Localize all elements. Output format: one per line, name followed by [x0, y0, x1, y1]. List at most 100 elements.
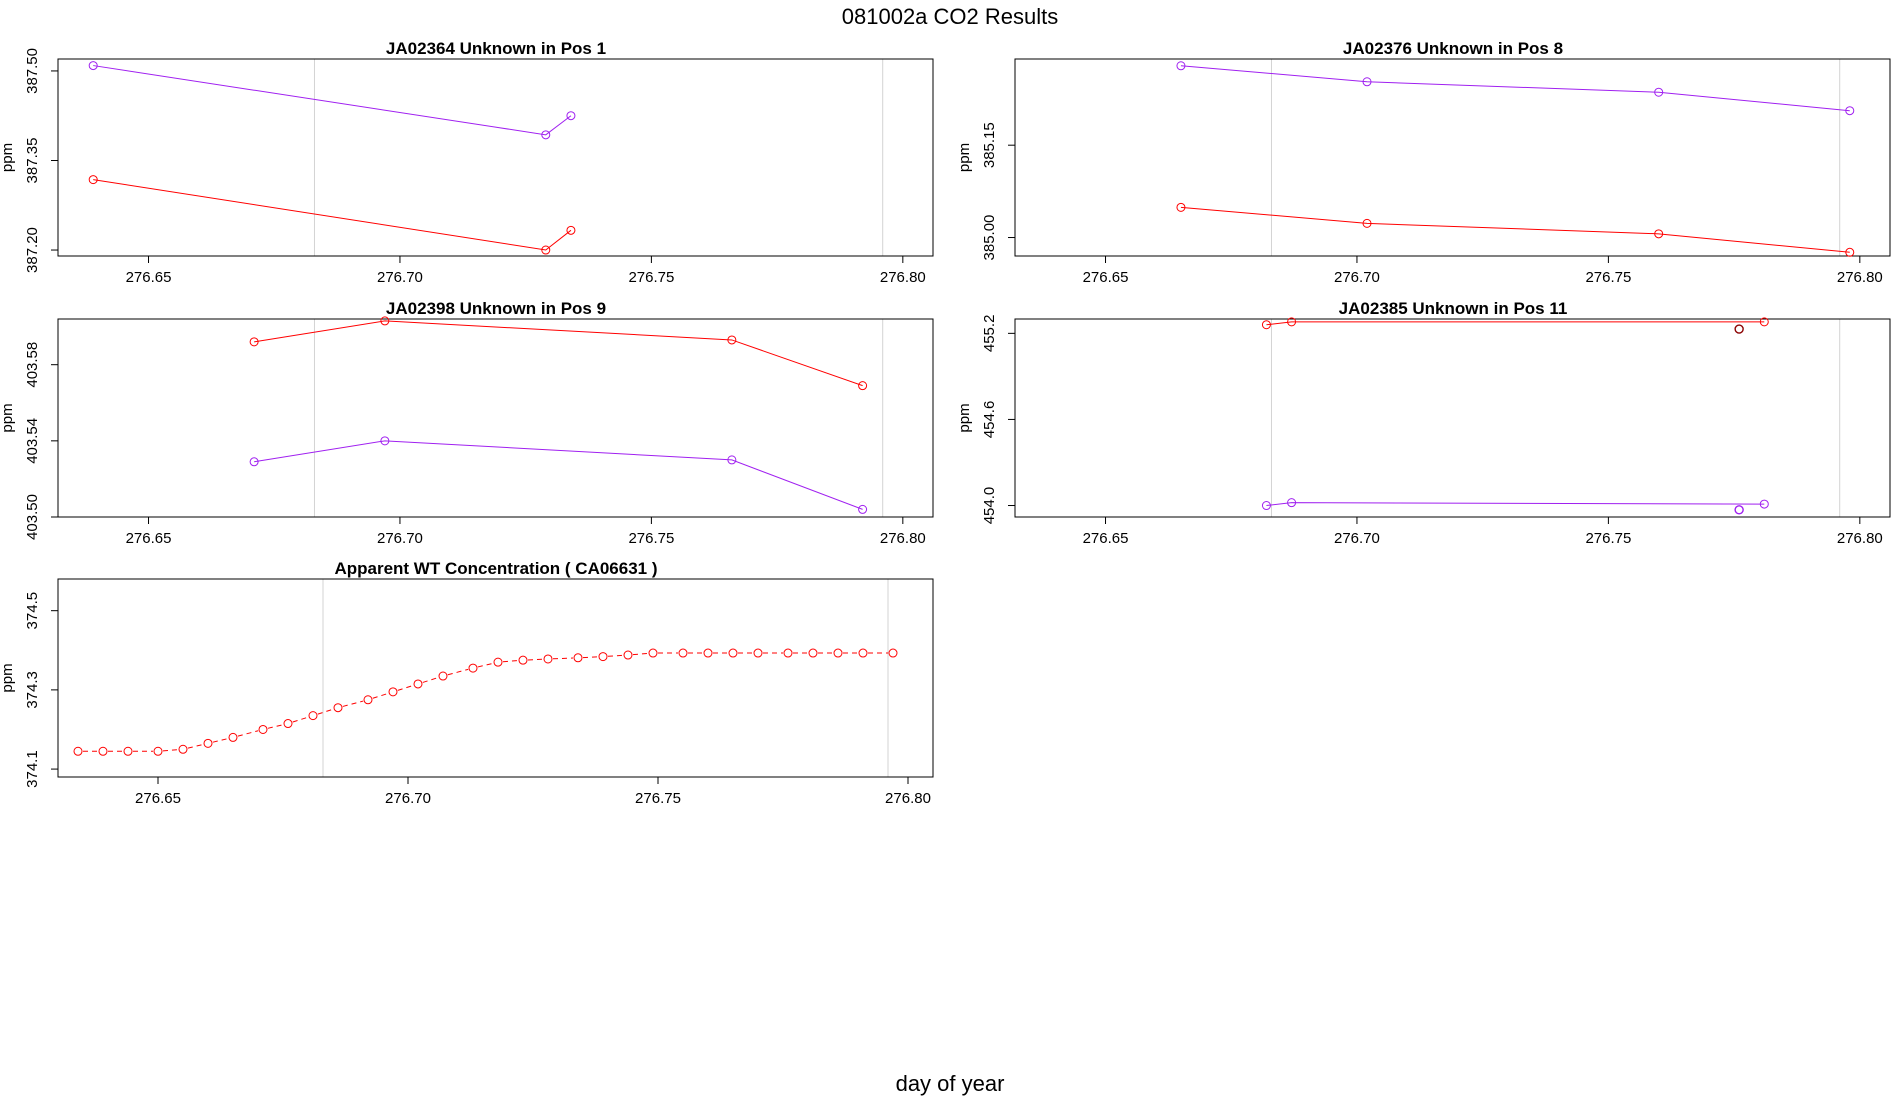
x-tick-label: 276.70: [1334, 530, 1380, 547]
data-point: [728, 648, 738, 658]
data-point: [566, 111, 576, 121]
series-segment: [397, 684, 414, 691]
y-tick-label: 403.54: [24, 418, 41, 464]
panel-title: JA02385 Unknown in Pos 11: [1339, 299, 1568, 318]
data-point: [1845, 247, 1855, 257]
series-line-purple: [1180, 65, 1850, 112]
data-point: [153, 746, 163, 756]
x-tick-label: 276.65: [126, 269, 172, 286]
data-point: [380, 436, 390, 446]
panel-title: JA02364 Unknown in Pos 1: [386, 39, 606, 58]
data-point: [1176, 202, 1186, 212]
y-axis-label: ppm: [956, 403, 973, 432]
data-point: [88, 175, 98, 185]
data-point: [1654, 87, 1664, 97]
dark-purple-point: [1734, 505, 1744, 515]
data-point: [703, 648, 713, 658]
series-line-red: [1266, 321, 1765, 326]
series-segment: [527, 658, 544, 661]
x-tick-label: 276.75: [1585, 269, 1631, 286]
chart-panel-4: JA02385 Unknown in Pos 11 276.65 276.70 276…: [956, 299, 1891, 547]
data-point: [833, 648, 843, 658]
x-axis-label: day of year: [896, 1071, 1005, 1096]
data-point: [249, 337, 259, 347]
data-point: [493, 657, 503, 667]
data-point: [1287, 317, 1297, 327]
data-point: [858, 381, 868, 391]
x-tick-label: 276.75: [1585, 530, 1631, 547]
series-line-purple: [93, 65, 572, 136]
x-tick-label: 276.80: [880, 530, 926, 547]
data-point: [1759, 317, 1769, 327]
y-tick-label: 374.3: [24, 671, 41, 709]
y-tick-label: 385.15: [981, 122, 998, 168]
x-tick-label: 276.75: [635, 790, 681, 807]
series-segment: [237, 730, 259, 737]
data-point: [438, 671, 448, 681]
series-segment: [342, 700, 364, 707]
data-point: [808, 648, 818, 658]
dark-red-point: [1734, 324, 1744, 334]
series-segment: [422, 677, 439, 683]
data-point: [541, 245, 551, 255]
data-point: [1845, 106, 1855, 116]
data-point: [1362, 218, 1372, 228]
y-tick-label: 454.6: [981, 401, 998, 439]
y-tick-label: 387.20: [24, 227, 41, 273]
x-tick-label: 276.65: [135, 790, 181, 807]
figure-title: 081002a CO2 Results: [842, 4, 1058, 29]
data-point: [1261, 501, 1271, 511]
series-segment: [477, 662, 494, 668]
y-tick-label: 387.35: [24, 138, 41, 184]
x-tick-label: 276.75: [628, 269, 674, 286]
data-point: [543, 654, 553, 664]
data-point: [648, 648, 658, 658]
series-segment: [632, 652, 649, 656]
series-segment: [552, 657, 574, 660]
series-segment: [607, 654, 624, 657]
x-tick-label: 276.80: [880, 269, 926, 286]
series-line-purple: [1266, 502, 1765, 507]
data-point: [518, 655, 528, 665]
data-point: [203, 738, 213, 748]
plot-frame: [1014, 58, 1891, 257]
data-point: [1176, 61, 1186, 71]
data-point: [783, 648, 793, 658]
data-point: [1287, 498, 1297, 508]
y-tick-label: 374.5: [24, 592, 41, 630]
data-point: [468, 663, 478, 673]
data-point: [727, 335, 737, 345]
chart-panel-5: Apparent WT Concentration ( CA06631 ) 276…: [0, 559, 934, 807]
y-axis-label: ppm: [0, 143, 16, 172]
data-point: [858, 648, 868, 658]
x-tick-label: 276.75: [628, 530, 674, 547]
data-point: [98, 746, 108, 756]
x-tick-label: 276.70: [385, 790, 431, 807]
x-tick-label: 276.80: [1837, 530, 1883, 547]
plot-frame: [57, 578, 934, 778]
y-axis-label: ppm: [0, 403, 16, 432]
data-point: [258, 724, 268, 734]
series-segment: [187, 744, 204, 749]
series-line-purple: [254, 440, 863, 510]
plot-frame: [57, 318, 934, 518]
chart-panel-3: JA02398 Unknown in Pos 9 276.65 276.70 276.…: [0, 299, 934, 547]
data-point: [623, 650, 633, 660]
data-point: [123, 746, 133, 756]
x-tick-label: 276.65: [126, 530, 172, 547]
series-segment: [447, 668, 469, 676]
series-segment: [502, 660, 519, 663]
series-line-red: [1180, 206, 1850, 253]
series-segment: [212, 738, 229, 743]
data-point: [363, 695, 373, 705]
y-tick-label: 385.00: [981, 215, 998, 261]
data-point: [1362, 77, 1372, 87]
y-tick-label: 374.1: [24, 750, 41, 788]
data-point: [308, 711, 318, 721]
series-segment: [582, 656, 599, 659]
data-point: [678, 648, 688, 658]
x-tick-label: 276.80: [885, 790, 931, 807]
y-axis-label: ppm: [0, 663, 16, 692]
data-point: [413, 679, 423, 689]
